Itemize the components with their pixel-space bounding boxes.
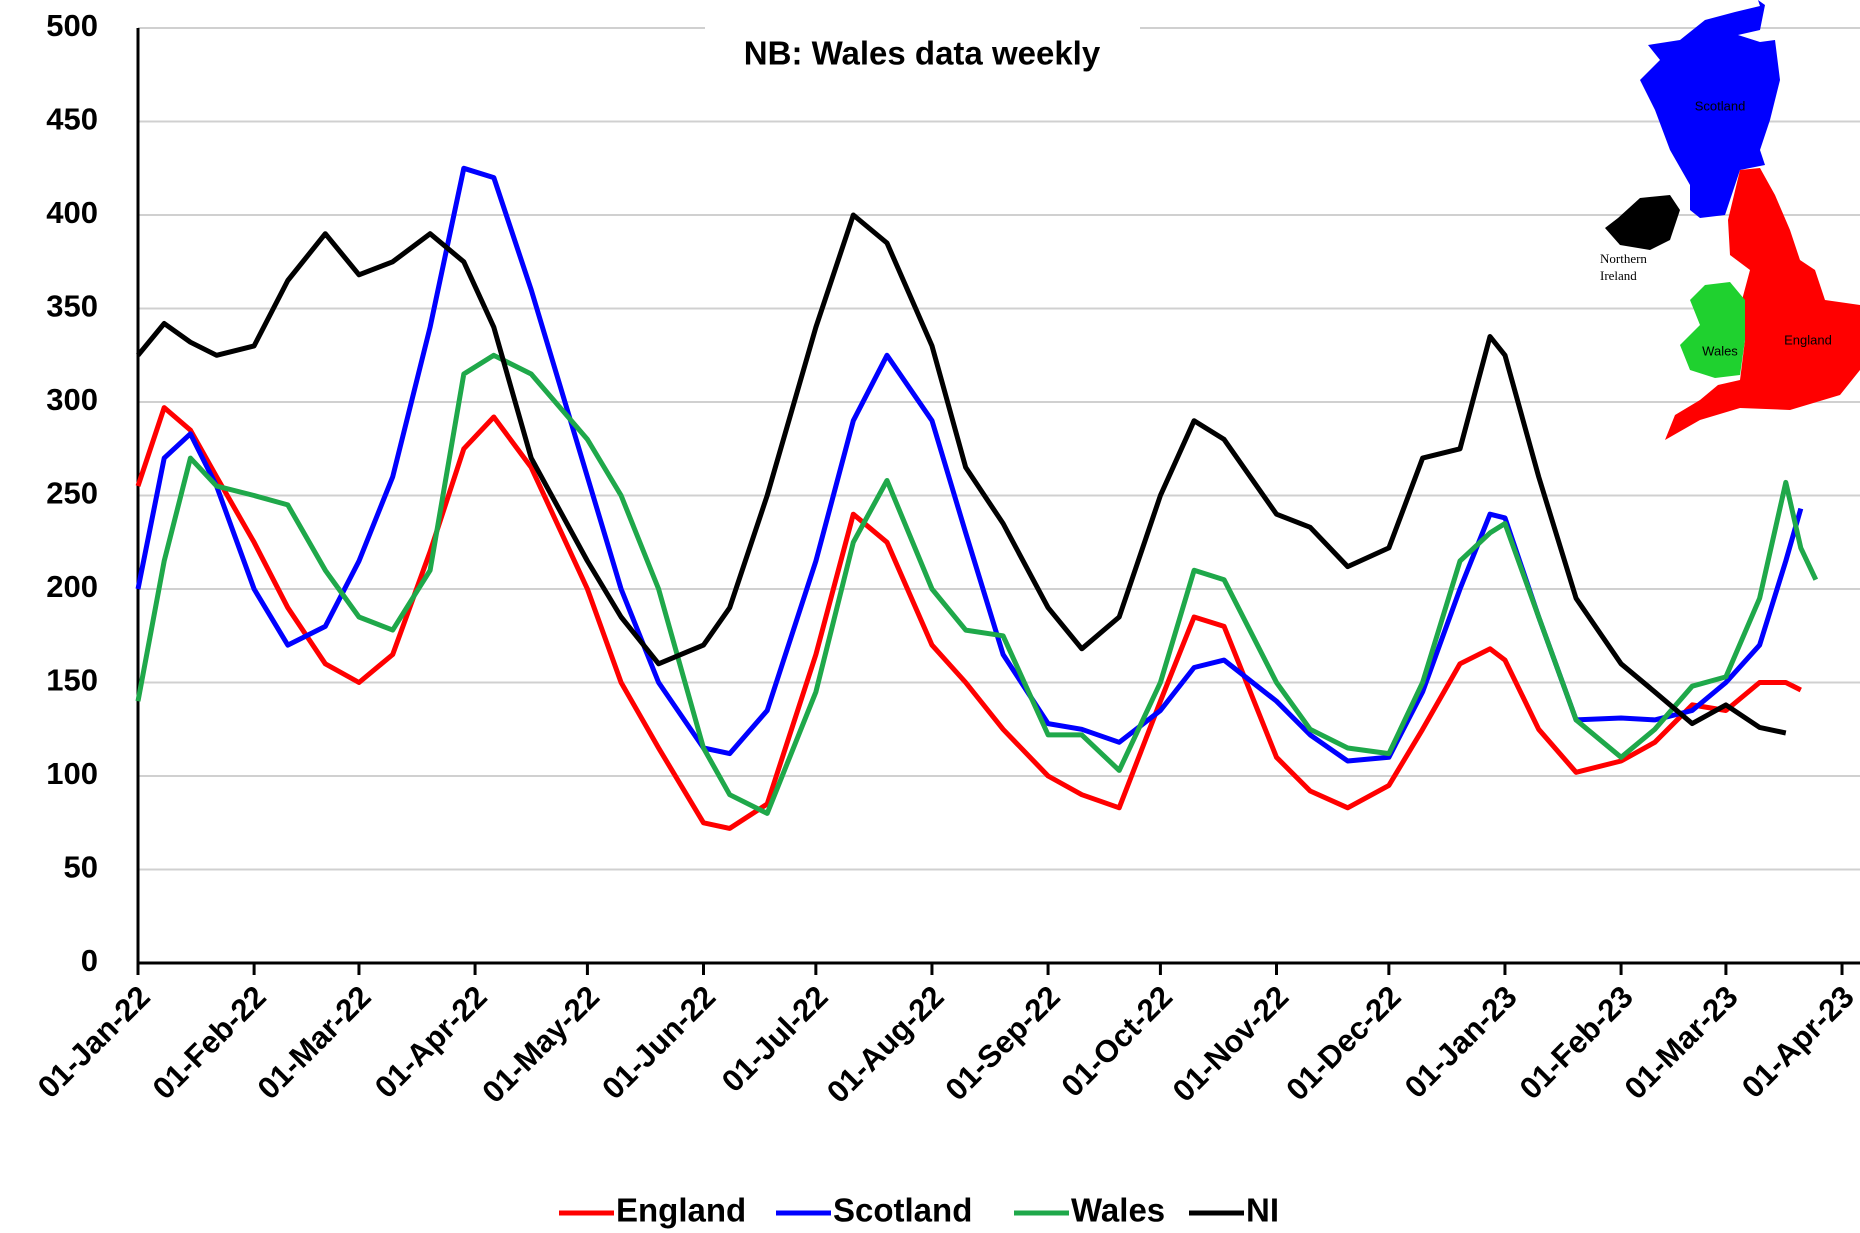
series-line [136,212,1787,736]
y-tick-label: 100 [46,756,98,791]
map-label: Scotland [1695,98,1746,113]
legend-label: England [616,1192,746,1229]
y-tick-label: 250 [46,476,98,511]
northern-ireland [1605,195,1680,250]
x-tick-label: 01-Dec-22 [1279,979,1407,1107]
map-label: Northern Ireland [1600,251,1647,283]
y-tick-label: 500 [46,8,98,43]
x-tick-label: 01-Apr-22 [368,979,494,1105]
series-line [135,352,1819,816]
y-tick-label: 300 [46,382,98,417]
y-tick-label: 0 [81,943,98,978]
x-tick-label: 01-Feb-23 [1513,979,1640,1106]
y-tick-label: 50 [64,850,98,885]
x-tick-label: 01-Jan-22 [31,979,157,1105]
legend-label: NI [1246,1192,1279,1229]
x-tick-label: 01-Jul-22 [715,979,835,1099]
x-tick-label: 01-Apr-23 [1735,979,1860,1105]
annotation: NB: Wales data weekly [744,35,1101,72]
england [1665,168,1860,440]
x-tick-label: 01-Jun-22 [595,979,722,1106]
y-tick-label: 200 [46,569,98,604]
legend-label: Scotland [833,1192,972,1229]
x-tick-label: 01-Mar-22 [251,979,378,1106]
grid [138,27,1860,871]
x-tick-label: 01-Jan-23 [1398,979,1524,1105]
x-tick-label: 01-May-22 [475,979,606,1110]
y-tick-label: 350 [46,289,98,324]
x-tick-label: 01-Oct-22 [1054,979,1179,1104]
y-tick-label: 150 [46,663,98,698]
series-line [135,405,1802,831]
map-label: Wales [1702,343,1738,358]
wales [1680,282,1745,378]
x-tick-label: 01-Feb-22 [146,979,273,1106]
scotland [1640,0,1780,218]
series-line [135,165,1804,764]
map-label: England [1784,332,1832,347]
y-tick-label: 450 [46,102,98,137]
x-tick-label: 01-Sep-22 [938,979,1066,1107]
x-tick-label: 01-Mar-23 [1618,979,1745,1106]
x-tick-label: 01-Aug-22 [820,979,951,1110]
legend-label: Wales [1071,1192,1165,1229]
uk-map: Scotland Northern Ireland Wales England [1600,0,1860,440]
map-label-box: Northern Ireland [1600,251,1647,283]
x-tick-label: 01-Nov-22 [1166,979,1296,1109]
y-tick-label: 400 [46,195,98,230]
annotation-box [705,22,1140,90]
